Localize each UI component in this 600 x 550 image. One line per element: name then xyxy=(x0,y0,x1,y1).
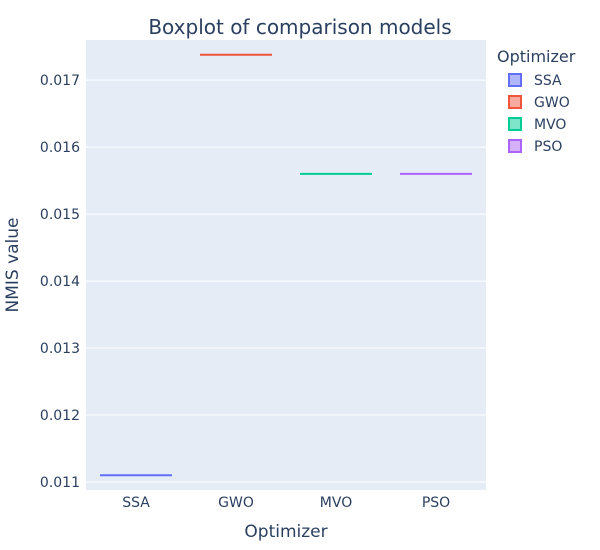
legend-item-label: PSO xyxy=(534,139,562,155)
y-tick-label: 0.012 xyxy=(40,408,80,424)
box-series xyxy=(100,53,472,477)
x-axis-ticks: SSA GWO MVO PSO xyxy=(122,495,450,511)
legend: Optimizer SSA GWO MVO PSO xyxy=(497,47,576,155)
legend-item-label: MVO xyxy=(534,117,566,133)
legend-item-label: SSA xyxy=(534,73,562,89)
legend-swatch xyxy=(508,139,522,153)
x-tick-label: GWO xyxy=(218,495,254,511)
legend-swatch xyxy=(508,117,522,131)
y-tick-label: 0.011 xyxy=(40,475,80,491)
legend-swatch xyxy=(508,73,522,87)
gridlines xyxy=(86,79,486,483)
y-tick-label: 0.017 xyxy=(40,73,80,89)
x-axis-title: Optimizer xyxy=(244,522,327,542)
chart-title: Boxplot of comparison models xyxy=(148,15,451,39)
y-tick-label: 0.013 xyxy=(40,341,80,357)
legend-title: Optimizer xyxy=(497,47,576,66)
y-tick-label: 0.016 xyxy=(40,140,80,156)
y-axis-title: NMIS value xyxy=(3,217,23,312)
y-tick-label: 0.014 xyxy=(40,274,80,290)
x-tick-label: PSO xyxy=(422,495,450,511)
x-tick-label: SSA xyxy=(122,495,150,511)
legend-swatch xyxy=(508,95,522,109)
y-axis-ticks: 0.011 0.012 0.013 0.014 0.015 0.016 0.017 xyxy=(40,73,80,491)
legend-item-label: GWO xyxy=(534,95,570,111)
y-tick-label: 0.015 xyxy=(40,207,80,223)
x-tick-label: MVO xyxy=(320,495,352,511)
plot-area xyxy=(86,40,486,490)
